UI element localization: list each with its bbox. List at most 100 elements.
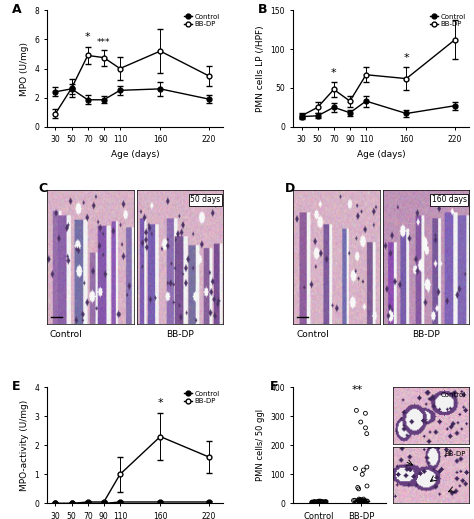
Point — [362, 409, 369, 417]
Point — [351, 496, 359, 504]
Text: B: B — [258, 4, 268, 17]
Text: **: ** — [351, 385, 363, 395]
Point — [356, 497, 364, 506]
Point — [322, 498, 329, 506]
Point — [363, 482, 371, 490]
Point — [358, 496, 366, 504]
Text: BB-DP: BB-DP — [444, 452, 465, 457]
Y-axis label: PMN cells LP (/HPF): PMN cells LP (/HPF) — [256, 25, 265, 112]
Text: D: D — [285, 182, 295, 195]
Point — [321, 498, 329, 507]
Point — [311, 498, 319, 507]
Text: C: C — [39, 182, 48, 195]
Point — [361, 496, 369, 504]
Point — [309, 498, 316, 506]
Point — [312, 498, 319, 507]
Point — [322, 498, 330, 506]
Point — [353, 406, 360, 415]
Point — [363, 463, 371, 471]
Text: ***: *** — [97, 38, 110, 47]
Y-axis label: MPO (U/mg): MPO (U/mg) — [19, 42, 28, 95]
Point — [358, 497, 365, 505]
Point — [361, 498, 369, 506]
Point — [358, 470, 366, 479]
Point — [315, 497, 323, 506]
Point — [355, 497, 363, 505]
Point — [357, 418, 365, 426]
Point — [356, 496, 363, 504]
Point — [356, 497, 364, 506]
Point — [356, 496, 364, 504]
Text: *: * — [331, 68, 337, 78]
Point — [360, 466, 367, 474]
Point — [311, 498, 319, 506]
Text: *: * — [157, 398, 163, 408]
Text: 160 days: 160 days — [432, 196, 467, 204]
Point — [362, 424, 369, 432]
Point — [321, 498, 329, 507]
Point — [315, 498, 323, 507]
Point — [314, 497, 322, 506]
Point — [363, 497, 370, 506]
Point — [359, 497, 367, 506]
Point — [361, 497, 368, 506]
Text: F: F — [270, 380, 279, 393]
Point — [317, 497, 324, 506]
Text: *: * — [403, 53, 409, 63]
Text: BB-DP: BB-DP — [166, 330, 194, 339]
Point — [318, 498, 325, 506]
Point — [313, 498, 321, 506]
Point — [319, 498, 327, 507]
Point — [315, 497, 322, 506]
Text: 50 days: 50 days — [191, 196, 220, 204]
Legend: Control, BB-DP: Control, BB-DP — [184, 391, 220, 404]
Text: BB-DP: BB-DP — [412, 330, 440, 339]
Point — [309, 499, 316, 507]
Y-axis label: PMN cells/ 50 ggl: PMN cells/ 50 ggl — [256, 409, 265, 481]
Legend: Control, BB-DP: Control, BB-DP — [430, 14, 466, 27]
Point — [309, 498, 316, 507]
Point — [353, 498, 360, 506]
Point — [358, 498, 365, 506]
Point — [319, 498, 326, 506]
Point — [354, 498, 362, 506]
Point — [360, 495, 367, 503]
Point — [316, 497, 323, 506]
Point — [355, 485, 363, 493]
X-axis label: Age (days): Age (days) — [111, 149, 160, 159]
Point — [363, 430, 371, 438]
Point — [356, 496, 363, 504]
Point — [356, 497, 364, 505]
Legend: Control, BB-DP: Control, BB-DP — [184, 14, 220, 27]
Point — [356, 496, 364, 504]
Text: Control: Control — [296, 330, 329, 339]
Point — [314, 498, 322, 507]
Point — [310, 498, 318, 506]
Point — [315, 498, 323, 506]
Point — [321, 498, 329, 506]
Point — [308, 498, 315, 507]
Text: Control: Control — [50, 330, 83, 339]
Text: A: A — [12, 4, 22, 17]
Point — [318, 499, 325, 507]
Point — [357, 497, 365, 506]
Point — [355, 496, 362, 504]
Point — [361, 498, 368, 506]
Point — [319, 498, 327, 506]
X-axis label: Age (days): Age (days) — [357, 149, 406, 159]
Point — [357, 496, 365, 504]
Point — [352, 465, 359, 473]
Point — [316, 498, 323, 507]
Text: Control: Control — [440, 392, 465, 398]
Text: E: E — [12, 380, 21, 393]
Y-axis label: MPO-activity (U/mg): MPO-activity (U/mg) — [19, 400, 28, 491]
Text: *: * — [85, 32, 91, 43]
Point — [360, 498, 368, 506]
Point — [310, 499, 317, 507]
Point — [353, 498, 360, 506]
Point — [350, 496, 357, 504]
Point — [364, 497, 371, 506]
Point — [355, 495, 363, 503]
Point — [354, 483, 362, 491]
Point — [319, 498, 327, 507]
